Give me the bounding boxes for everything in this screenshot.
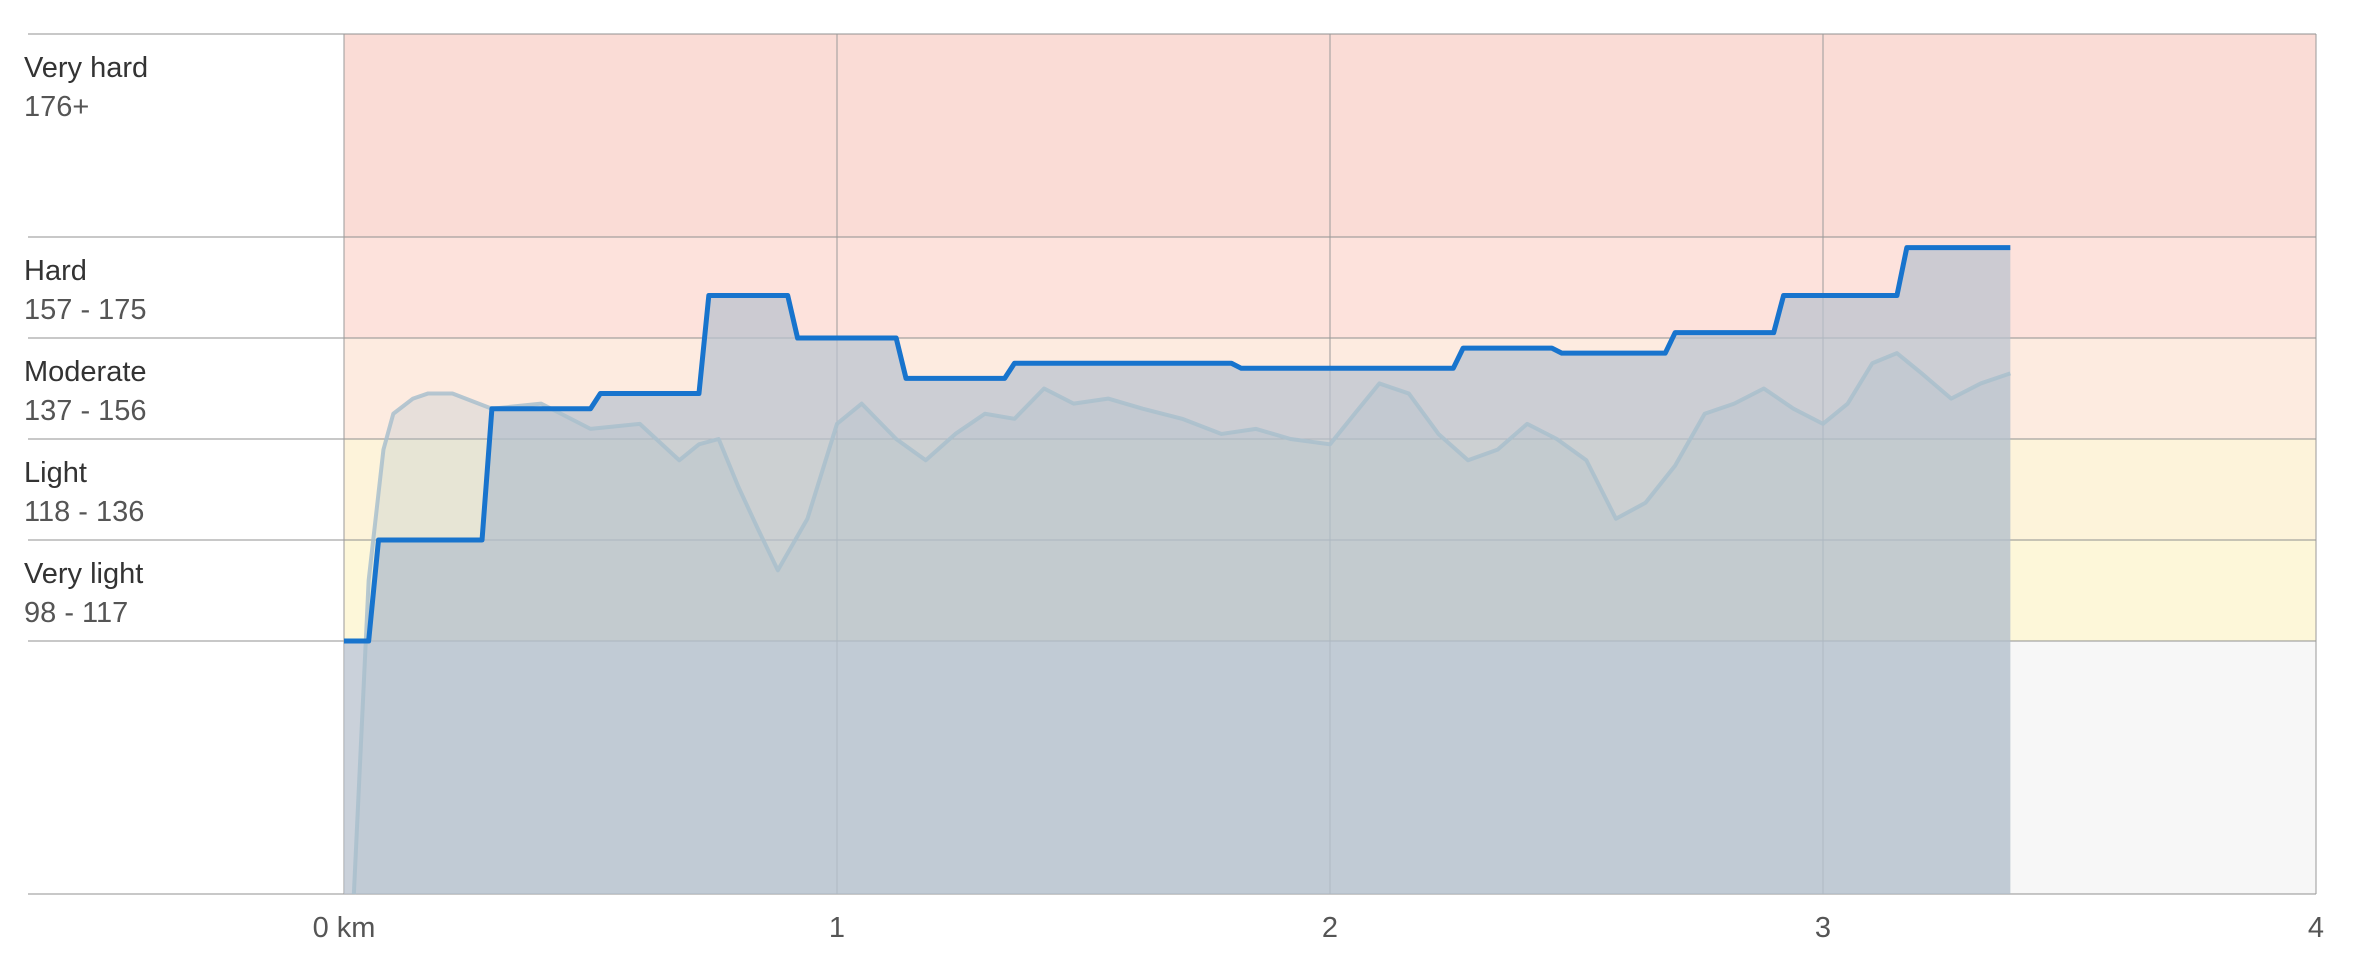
zone-label-very-light: Very light bbox=[24, 558, 143, 590]
x-tick-label: 2 bbox=[1322, 912, 1338, 944]
x-tick-label: 0 km bbox=[313, 912, 376, 944]
x-tick-label: 4 bbox=[2308, 912, 2324, 944]
x-axis-ticks: 0 km 1 2 3 4 bbox=[313, 912, 2324, 944]
x-tick-label: 1 bbox=[829, 912, 845, 944]
zone-label-very-hard: Very hard bbox=[24, 52, 148, 84]
zone-range-moderate: 137 - 156 bbox=[24, 395, 147, 427]
zone-label-hard: Hard bbox=[24, 255, 87, 287]
zone-range-hard: 157 - 175 bbox=[24, 294, 147, 326]
x-tick-label: 3 bbox=[1815, 912, 1831, 944]
zone-label-light: Light bbox=[24, 457, 87, 489]
zone-range-very-light: 98 - 117 bbox=[24, 597, 128, 629]
zone-labels: Very hard 176+ Hard 157 - 175 Moderate 137 - … bbox=[24, 52, 148, 629]
zone-step-line bbox=[344, 245, 2011, 644]
heart-rate-line bbox=[351, 351, 2011, 895]
heart-rate-area bbox=[353, 353, 2011, 894]
zone-step-area bbox=[344, 247, 2011, 894]
zone-range-light: 118 - 136 bbox=[24, 496, 144, 528]
zone-range-very-hard: 176+ bbox=[24, 91, 89, 123]
zone-label-moderate: Moderate bbox=[24, 356, 147, 388]
series-layer bbox=[344, 245, 2011, 895]
